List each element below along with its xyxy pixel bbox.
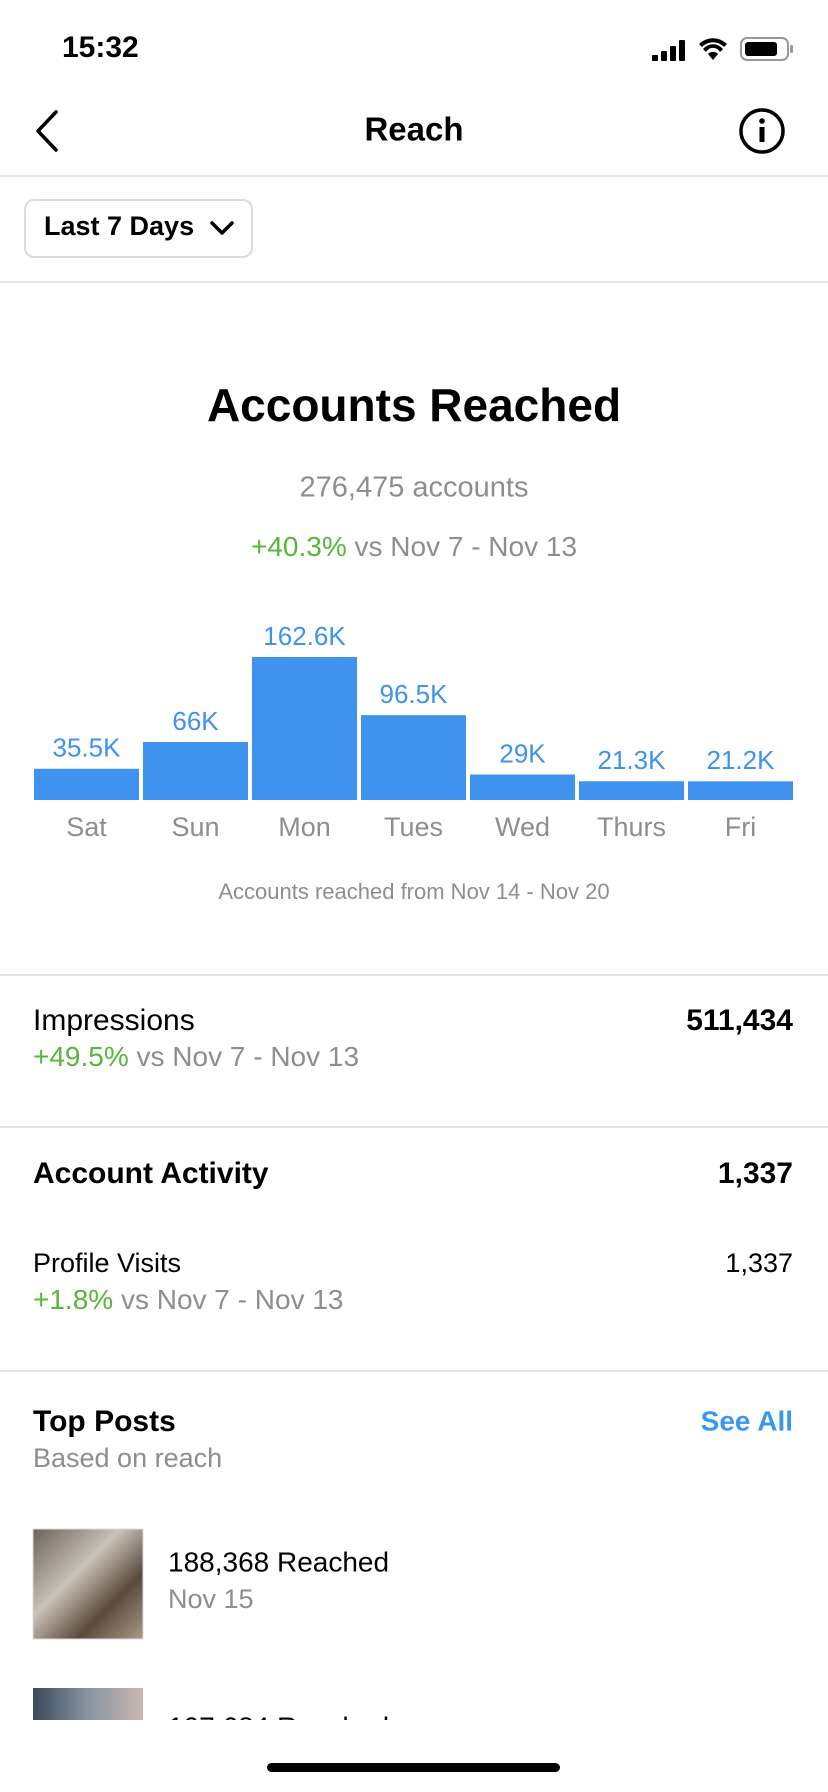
chart-caption: Accounts reached from Nov 14 - Nov 20 (218, 879, 609, 904)
x-tick-label: Fri (725, 812, 756, 842)
home-indicator (267, 1763, 560, 1772)
bar (34, 768, 139, 800)
top-posts-subtitle: Based on reach (33, 1443, 222, 1473)
delta: +49.5% (33, 1041, 129, 1072)
bar (579, 781, 684, 800)
top-posts-title: Top Posts (33, 1405, 176, 1438)
bar-value-label: 96.5K (380, 679, 449, 709)
x-tick-label: Thurs (597, 812, 666, 842)
bar (252, 657, 357, 800)
bar (143, 741, 248, 800)
bar-chart: 35.5K Sat 66K Sun 162.6K Mon 96.5K Tues 29K Wed 21… (34, 621, 793, 842)
bar-value-label: 35.5K (53, 733, 122, 763)
impressions-value: 511,434 (686, 1004, 793, 1037)
see-all-link[interactable]: See All (701, 1405, 793, 1436)
bar (470, 774, 575, 800)
impressions-delta-line: +49.5% vs Nov 7 - Nov 13 (33, 1041, 359, 1072)
profile-visits-value: 1,337 (725, 1248, 793, 1278)
summary-title: Accounts Reached (207, 379, 621, 431)
page-title: Reach (364, 111, 463, 148)
comparison: vs Nov 7 - Nov 13 (355, 531, 578, 562)
post-reached: 188,368 Reached (168, 1546, 389, 1577)
activity-value: 1,337 (718, 1157, 793, 1190)
bar-value-label: 21.3K (598, 745, 667, 775)
impressions-label: Impressions (33, 1004, 195, 1037)
post-thumbnail (32, 1528, 144, 1640)
bar-value-label: 21.2K (707, 745, 776, 775)
back-button[interactable] (36, 110, 58, 152)
status-time: 15:32 (62, 31, 139, 64)
info-button[interactable] (739, 108, 785, 154)
comparison: vs Nov 7 - Nov 13 (121, 1284, 344, 1315)
post-date: Nov 15 (168, 1584, 254, 1614)
x-tick-label: Sat (66, 812, 107, 842)
filter-button[interactable]: Last 7 Days (24, 199, 253, 258)
x-tick-label: Sun (171, 812, 219, 842)
bar-value-label: 162.6K (263, 621, 346, 651)
filter-label: Last 7 Days (44, 211, 194, 241)
bar-value-label: 29K (499, 738, 546, 768)
x-tick-label: Wed (495, 812, 550, 842)
delta: +1.8% (33, 1284, 113, 1315)
bar (361, 715, 466, 800)
activity-label: Account Activity (33, 1157, 269, 1190)
post-thumbnail (33, 1688, 143, 1720)
comparison: vs Nov 7 - Nov 13 (137, 1041, 360, 1072)
delta: +40.3% (251, 531, 347, 562)
post-reached: 107,684 Reached (168, 1711, 389, 1742)
bar (688, 781, 793, 800)
post-row[interactable]: 107,684 Reached (33, 1688, 389, 1792)
post-row[interactable]: 188,368 Reached Nov 15 (32, 1528, 389, 1640)
bar-value-label: 66K (172, 706, 219, 736)
summary-total: 276,475 accounts (300, 472, 529, 504)
status-icons (652, 37, 793, 61)
profile-visits-label: Profile Visits (33, 1248, 181, 1278)
x-tick-label: Tues (384, 812, 443, 842)
x-tick-label: Mon (278, 812, 331, 842)
profile-visits-delta-line: +1.8% vs Nov 7 - Nov 13 (33, 1284, 343, 1315)
summary-delta-line: +40.3% vs Nov 7 - Nov 13 (251, 531, 577, 562)
